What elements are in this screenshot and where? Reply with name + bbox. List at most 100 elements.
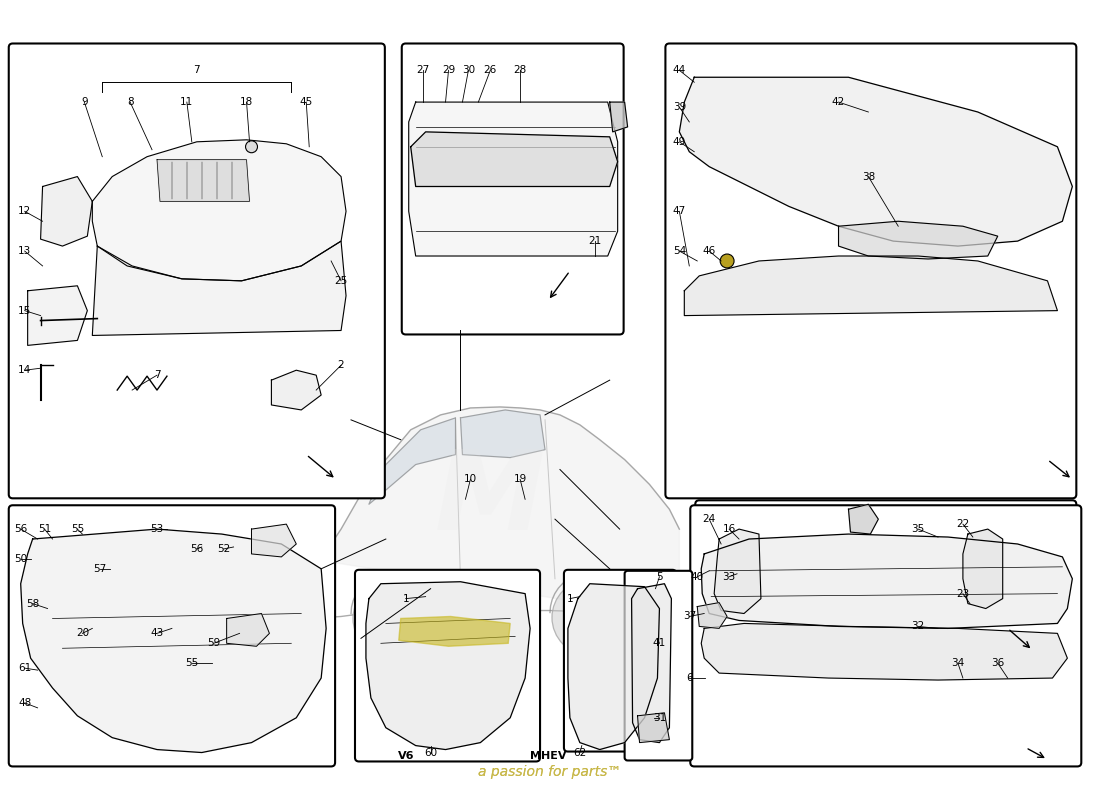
FancyBboxPatch shape (9, 506, 336, 766)
Circle shape (353, 581, 429, 656)
Text: 40: 40 (691, 572, 704, 582)
Text: M: M (434, 446, 546, 553)
Text: 1: 1 (566, 594, 573, 604)
Polygon shape (28, 286, 87, 346)
FancyBboxPatch shape (691, 506, 1081, 766)
Text: 32: 32 (912, 622, 925, 631)
Text: 55: 55 (185, 658, 198, 668)
Text: 46: 46 (703, 246, 716, 256)
Text: 9: 9 (81, 97, 88, 107)
Polygon shape (410, 132, 618, 186)
Text: 38: 38 (861, 171, 875, 182)
Text: MHEV: MHEV (530, 750, 566, 761)
Text: 25: 25 (334, 276, 348, 286)
Circle shape (565, 594, 614, 642)
Text: 33: 33 (723, 572, 736, 582)
Polygon shape (227, 614, 270, 646)
Text: 48: 48 (18, 698, 31, 708)
Polygon shape (701, 534, 1072, 629)
Text: 10: 10 (464, 474, 477, 485)
Text: 56: 56 (14, 524, 28, 534)
Polygon shape (838, 222, 998, 259)
FancyBboxPatch shape (402, 43, 624, 334)
Text: 47: 47 (673, 206, 686, 216)
Text: 31: 31 (652, 713, 667, 722)
Text: V6: V6 (397, 750, 414, 761)
FancyBboxPatch shape (564, 570, 676, 751)
Text: 12: 12 (18, 206, 31, 216)
Text: 7: 7 (154, 370, 161, 380)
Polygon shape (568, 584, 659, 750)
Polygon shape (680, 78, 1072, 246)
Circle shape (720, 254, 734, 268)
Text: 41: 41 (652, 638, 667, 648)
Polygon shape (631, 584, 671, 742)
Text: 45: 45 (299, 97, 312, 107)
Text: 5: 5 (656, 572, 663, 582)
Polygon shape (272, 370, 321, 410)
Circle shape (245, 141, 257, 153)
Text: 56: 56 (190, 544, 204, 554)
Text: 49: 49 (673, 137, 686, 147)
Text: 23: 23 (956, 589, 969, 598)
Text: 16: 16 (723, 524, 736, 534)
Text: 54: 54 (673, 246, 686, 256)
Text: 2: 2 (338, 360, 344, 370)
Text: 36: 36 (991, 658, 1004, 668)
Text: 43: 43 (151, 628, 164, 638)
Circle shape (552, 580, 628, 655)
Text: 20: 20 (76, 628, 89, 638)
Polygon shape (701, 623, 1067, 680)
Text: 58: 58 (26, 598, 40, 609)
Text: 11: 11 (180, 97, 194, 107)
Polygon shape (714, 529, 761, 614)
Circle shape (367, 594, 415, 642)
Text: 15: 15 (18, 306, 31, 316)
Text: 30: 30 (462, 66, 475, 75)
Text: 19: 19 (514, 474, 527, 485)
FancyBboxPatch shape (625, 571, 692, 761)
Polygon shape (252, 524, 296, 557)
Polygon shape (962, 529, 1003, 609)
Polygon shape (92, 140, 346, 281)
Text: 26: 26 (484, 66, 497, 75)
Text: 6: 6 (686, 673, 693, 683)
Text: 29: 29 (442, 66, 455, 75)
Polygon shape (461, 410, 544, 458)
Text: 37: 37 (683, 611, 696, 622)
Text: 59: 59 (207, 638, 220, 648)
Text: 14: 14 (18, 366, 31, 375)
Polygon shape (41, 177, 92, 246)
Text: 22: 22 (956, 519, 969, 529)
Text: 61: 61 (18, 663, 31, 673)
Polygon shape (638, 713, 670, 742)
FancyBboxPatch shape (666, 43, 1076, 498)
Text: 60: 60 (424, 747, 437, 758)
Polygon shape (684, 256, 1057, 315)
Polygon shape (311, 407, 680, 618)
Text: 28: 28 (514, 66, 527, 75)
Text: a passion for parts™: a passion for parts™ (478, 766, 622, 779)
Text: 57: 57 (94, 564, 107, 574)
Text: 42: 42 (832, 97, 845, 107)
FancyBboxPatch shape (355, 570, 540, 762)
Polygon shape (697, 602, 727, 629)
Text: 13: 13 (18, 246, 31, 256)
Text: 7: 7 (194, 66, 200, 75)
Text: 8: 8 (126, 97, 133, 107)
Text: 39: 39 (673, 102, 686, 112)
Polygon shape (21, 529, 326, 753)
Text: 51: 51 (37, 524, 52, 534)
Polygon shape (409, 102, 618, 256)
Text: 34: 34 (952, 658, 965, 668)
FancyBboxPatch shape (695, 500, 1076, 672)
Polygon shape (366, 582, 530, 750)
Text: a passion for parts™: a passion for parts™ (478, 766, 622, 779)
Text: 18: 18 (240, 97, 253, 107)
Polygon shape (609, 102, 628, 132)
Text: 50: 50 (14, 554, 28, 564)
Text: 27: 27 (416, 66, 429, 75)
Polygon shape (368, 418, 455, 504)
Polygon shape (157, 160, 250, 202)
Text: 1: 1 (403, 594, 409, 604)
